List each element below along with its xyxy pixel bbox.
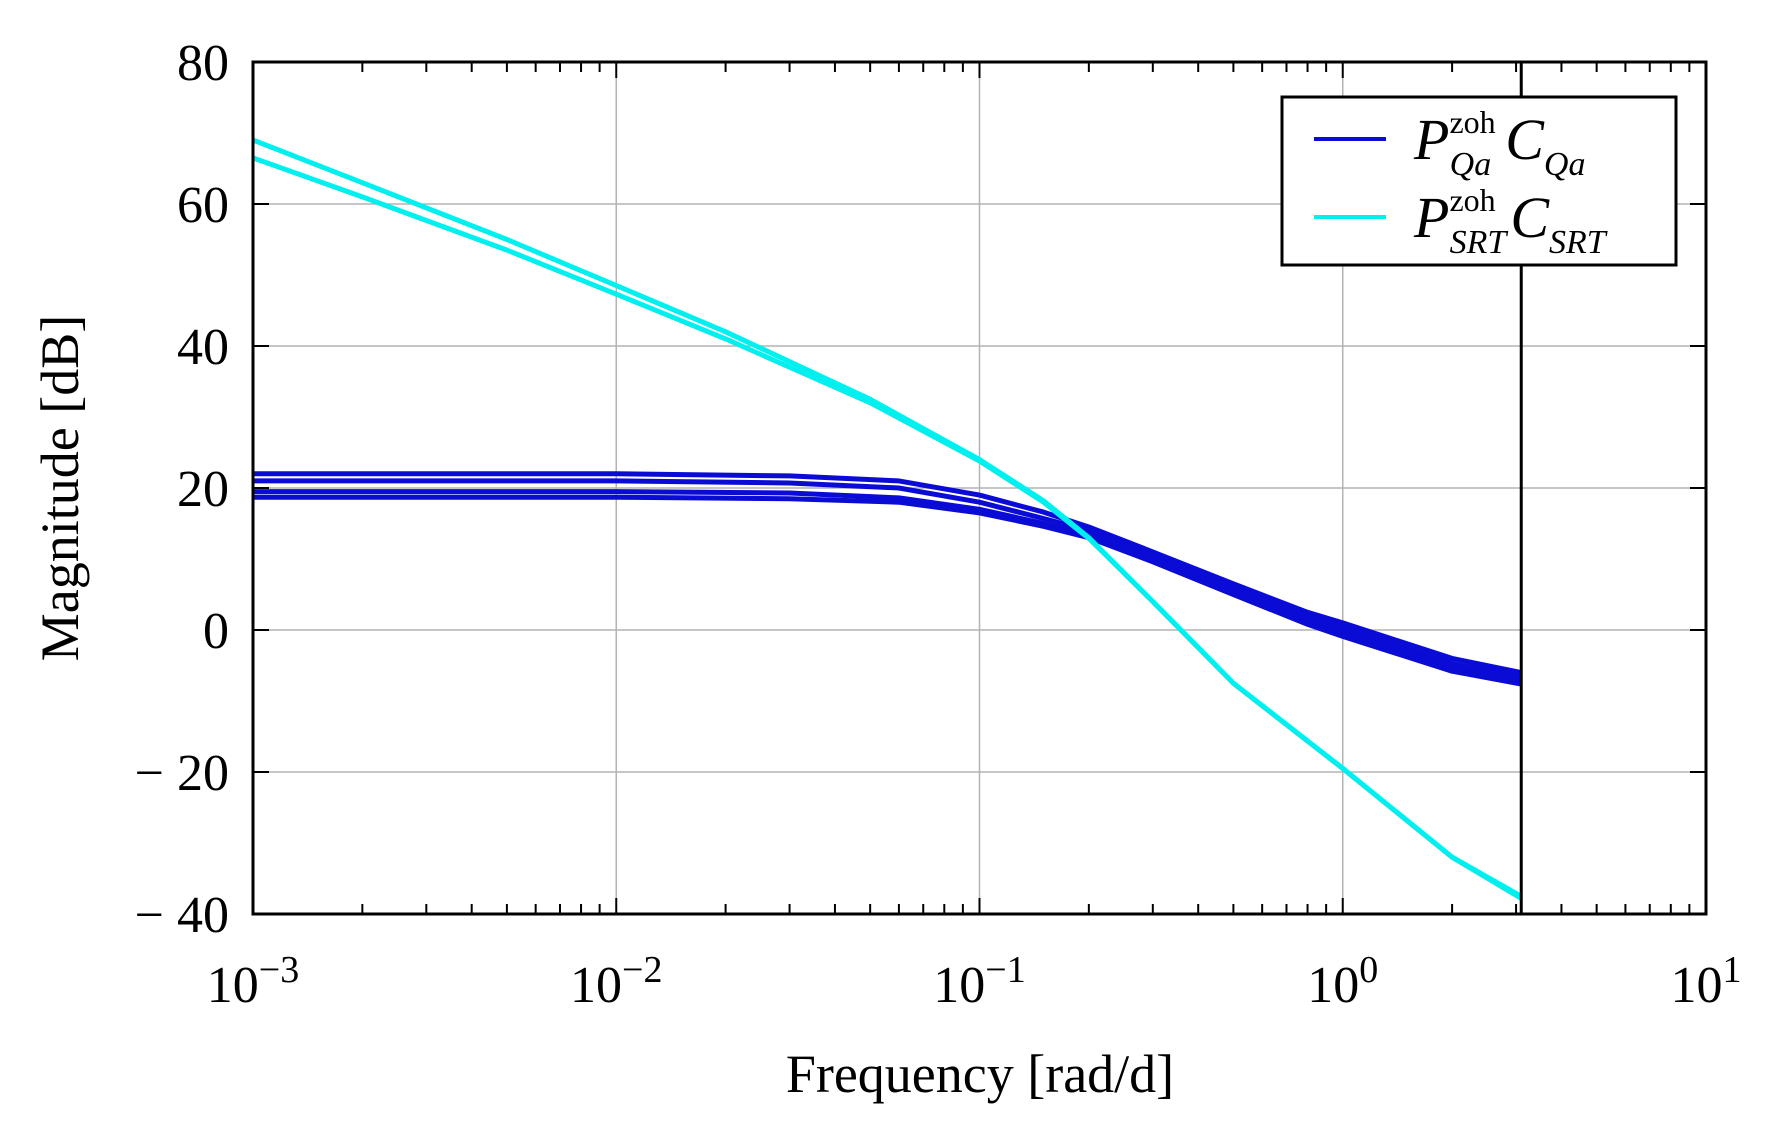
series-line-qa-1: [253, 471, 1522, 676]
plot-frame: [251, 60, 1708, 916]
y-tick-label-6: − 40: [135, 887, 229, 944]
y-tick-label-1: 60: [177, 177, 229, 234]
legend-label-qa: Pzoh Qa CQa: [1413, 104, 1585, 183]
legend-box: [1280, 95, 1678, 267]
x-axis-title: Frequency [rad/d]: [786, 1044, 1174, 1104]
series-line-srt-6: [253, 155, 1523, 901]
x-tick-label-3: 100: [1307, 949, 1378, 1014]
x-tick-labels: 10−3 10−2 10−1 100 101: [207, 949, 1742, 1014]
series-line-qa-2: [253, 478, 1522, 680]
x-tick-label-4: 101: [1671, 949, 1742, 1014]
legend-label-srt: Pzoh SRTCSRT: [1413, 182, 1608, 261]
x-tick-label-1: 10−2: [570, 949, 662, 1014]
minor-ticks: [252, 61, 1706, 915]
y-tick-label-2: 40: [177, 319, 229, 376]
y-tick-label-4: 0: [203, 603, 229, 660]
y-tick-label-0: 80: [177, 35, 229, 92]
y-tick-label-3: 20: [177, 461, 229, 518]
x-tick-label-2: 10−1: [933, 949, 1025, 1014]
y-tick-labels: 80 60 40 20 0 − 20 − 40: [135, 35, 229, 944]
y-axis-title: Magnitude [dB]: [30, 315, 90, 661]
y-tick-label-5: − 20: [135, 745, 229, 802]
series-group: [253, 137, 1523, 901]
x-tick-label-0: 10−3: [207, 949, 299, 1014]
